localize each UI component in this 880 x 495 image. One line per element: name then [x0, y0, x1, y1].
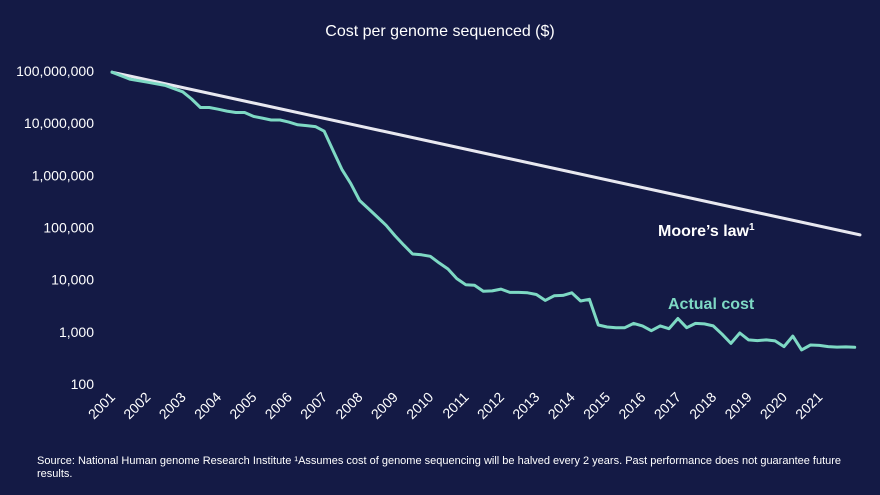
x-tick-label: 2020 — [757, 389, 790, 422]
x-tick-label: 2008 — [332, 389, 365, 422]
y-tick-label: 100 — [71, 376, 95, 392]
x-tick-label: 2012 — [474, 389, 507, 422]
x-tick-label: 2002 — [120, 389, 153, 422]
x-tick-label: 2013 — [509, 389, 542, 422]
actual-cost-line — [110, 70, 857, 352]
y-tick-label: 10,000 — [51, 272, 94, 288]
x-tick-label: 2006 — [262, 389, 295, 422]
source-footnote: Source: National Human genome Research I… — [37, 455, 842, 480]
y-axis: 100 1,000 10,000 100,000 1,000,000 10,000,000… — [16, 63, 94, 392]
x-tick-label: 2010 — [403, 389, 436, 422]
y-tick-label: 1,000 — [59, 324, 94, 340]
x-axis: 2001 2002 2003 2004 2005 2006 2007 2008 2009 2010… — [85, 389, 826, 422]
x-tick-label: 2019 — [721, 389, 754, 422]
x-tick-label: 2015 — [580, 389, 613, 422]
x-tick-label: 2003 — [156, 389, 189, 422]
x-tick-label: 2017 — [651, 389, 684, 422]
x-tick-label: 2016 — [615, 389, 648, 422]
actual-cost-label: Actual cost — [668, 296, 755, 313]
y-tick-label: 10,000,000 — [24, 115, 94, 131]
x-tick-label: 2018 — [686, 389, 719, 422]
y-tick-label: 1,000,000 — [32, 167, 94, 183]
y-tick-label: 100,000 — [43, 220, 94, 236]
moores-law-line — [110, 70, 862, 237]
x-tick-label: 2004 — [191, 389, 224, 422]
y-tick-label: 100,000,000 — [16, 63, 94, 79]
x-tick-label: 2021 — [792, 389, 825, 422]
plot-area — [110, 70, 862, 352]
chart: Cost per genome sequenced ($) 1001,00010… — [16, 23, 862, 422]
moores-law-label: Moore’s law1 — [658, 222, 755, 240]
chart-title: Cost per genome sequenced ($) — [325, 23, 554, 40]
x-tick-label: 2007 — [297, 389, 330, 422]
x-tick-label: 2009 — [368, 389, 401, 422]
x-tick-label: 2001 — [85, 389, 118, 422]
x-tick-label: 2014 — [545, 389, 578, 422]
x-tick-label: 2005 — [226, 389, 259, 422]
x-tick-label: 2011 — [439, 389, 472, 422]
